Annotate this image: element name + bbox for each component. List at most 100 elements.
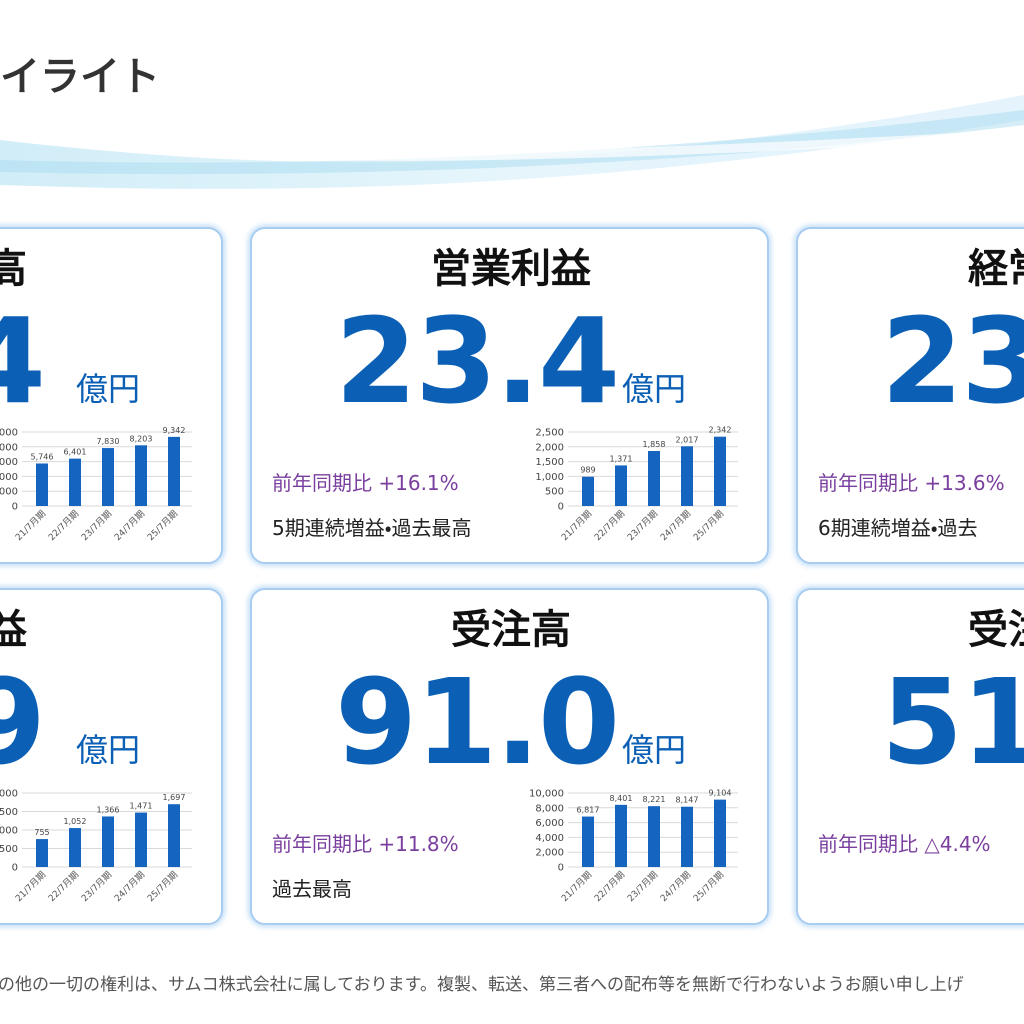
card-title: 高 [0, 246, 27, 292]
kpi-value: 23.4 [335, 292, 618, 430]
value-label: 8,203 [130, 434, 153, 443]
kpi-unit: 億円 [622, 370, 686, 408]
page-title: イライト [0, 54, 160, 100]
value-label: 6,817 [577, 806, 600, 815]
yoy-change: 前年同期比 △4.4% [818, 832, 991, 856]
card-frame [796, 227, 1024, 564]
bar [168, 436, 180, 506]
y-tick-label: 6,000 [0, 457, 18, 468]
value-label: 9,342 [163, 426, 186, 435]
y-tick-label: 8,000 [535, 803, 564, 814]
value-label: 755 [34, 828, 49, 837]
value-label: 7,830 [97, 437, 120, 446]
card-frame [796, 588, 1024, 925]
y-tick-label: 10,000 [0, 428, 18, 439]
y-tick-label: 2,000 [0, 789, 18, 800]
bar [714, 799, 726, 867]
y-tick-label: 4,000 [535, 833, 564, 844]
value-label: 8,401 [610, 794, 633, 803]
y-tick-label: 4,000 [0, 472, 18, 483]
bar [615, 465, 627, 506]
card-title: 受注 [968, 607, 1024, 653]
bar [615, 804, 627, 867]
y-tick-label: 500 [0, 844, 18, 855]
kpi-card: 利益9億円05001,0001,5002,00075521/7月期1,05222… [0, 586, 225, 927]
value-label: 1,858 [643, 440, 666, 449]
bar [681, 446, 693, 506]
card-frame [250, 588, 769, 925]
bar [102, 816, 114, 867]
value-label: 2,342 [709, 426, 732, 435]
value-label: 1,471 [130, 802, 153, 811]
y-tick-label: 8,000 [0, 442, 18, 453]
y-tick-label: 2,000 [535, 848, 564, 859]
bar [102, 448, 114, 506]
y-tick-label: 0 [558, 863, 564, 874]
value-label: 9,104 [709, 789, 732, 798]
value-label: 6,401 [64, 448, 87, 457]
kpi-card: 受注51 前年同期比 △4.4% [794, 586, 1024, 927]
bar [168, 804, 180, 867]
card-frame [0, 588, 223, 925]
value-label: 989 [580, 466, 595, 475]
value-label: 1,371 [610, 454, 633, 463]
y-tick-label: 0 [558, 502, 564, 513]
kpi-unit: 億円 [622, 731, 686, 769]
bar [681, 806, 693, 867]
bar [648, 806, 660, 867]
bar [36, 463, 48, 506]
value-label: 5,746 [31, 452, 54, 461]
y-tick-label: 6,000 [535, 818, 564, 829]
kpi-card: 高4億円02,0004,0006,0008,00010,0005,74621/7… [0, 225, 225, 566]
y-tick-label: 0 [12, 502, 18, 513]
y-tick-label: 500 [545, 487, 564, 498]
bar [36, 839, 48, 867]
kpi-value: 4 [0, 292, 44, 430]
y-tick-label: 10,000 [529, 789, 564, 800]
footer-text: の他の一切の権利は、サムコ株式会社に属しております。複製、転送、第三者への配布等… [0, 975, 964, 995]
y-tick-label: 2,000 [0, 487, 18, 498]
card-frame [0, 227, 223, 564]
bar [69, 828, 81, 867]
y-tick-label: 2,000 [535, 442, 564, 453]
y-tick-label: 1,500 [0, 807, 18, 818]
yoy-change: 前年同期比 +13.6% [818, 471, 1005, 495]
kpi-value: 51 [881, 653, 1024, 791]
kpi-unit: 億円 [76, 731, 140, 769]
value-label: 8,221 [643, 795, 666, 804]
card-note: 過去最高 [272, 877, 352, 901]
value-label: 8,147 [676, 796, 699, 805]
y-tick-label: 0 [12, 863, 18, 874]
value-label: 1,697 [163, 793, 186, 802]
kpi-value: 9 [0, 653, 44, 791]
bar [582, 816, 594, 867]
y-tick-label: 2,500 [535, 428, 564, 439]
card-note: 6期連続増益・過去 [818, 516, 978, 540]
kpi-card: 経常23 前年同期比 +13.6% 6期連続増益・過去 [794, 225, 1024, 566]
card-title: 受注高 [451, 607, 571, 653]
card-note: 5期連続増益・過去最高 [272, 516, 472, 540]
kpi-value: 91.0 [335, 653, 618, 791]
bar [69, 458, 81, 506]
kpi-value: 23 [881, 292, 1024, 430]
value-label: 1,052 [64, 817, 87, 826]
y-tick-label: 1,000 [0, 826, 18, 837]
y-tick-label: 1,500 [535, 457, 564, 468]
card-title: 営業利益 [431, 246, 591, 292]
card-frame [250, 227, 769, 564]
bar [582, 476, 594, 506]
yoy-change: 前年同期比 +16.1% [272, 471, 459, 495]
value-label: 1,366 [97, 805, 120, 814]
card-title: 利益 [0, 607, 27, 653]
bar [135, 445, 147, 506]
value-label: 2,017 [676, 435, 699, 444]
bar [135, 812, 147, 867]
y-tick-label: 1,000 [535, 472, 564, 483]
background-streaks [0, 95, 1024, 189]
yoy-change: 前年同期比 +11.8% [272, 832, 459, 856]
bar [714, 436, 726, 506]
kpi-unit: 億円 [76, 370, 140, 408]
